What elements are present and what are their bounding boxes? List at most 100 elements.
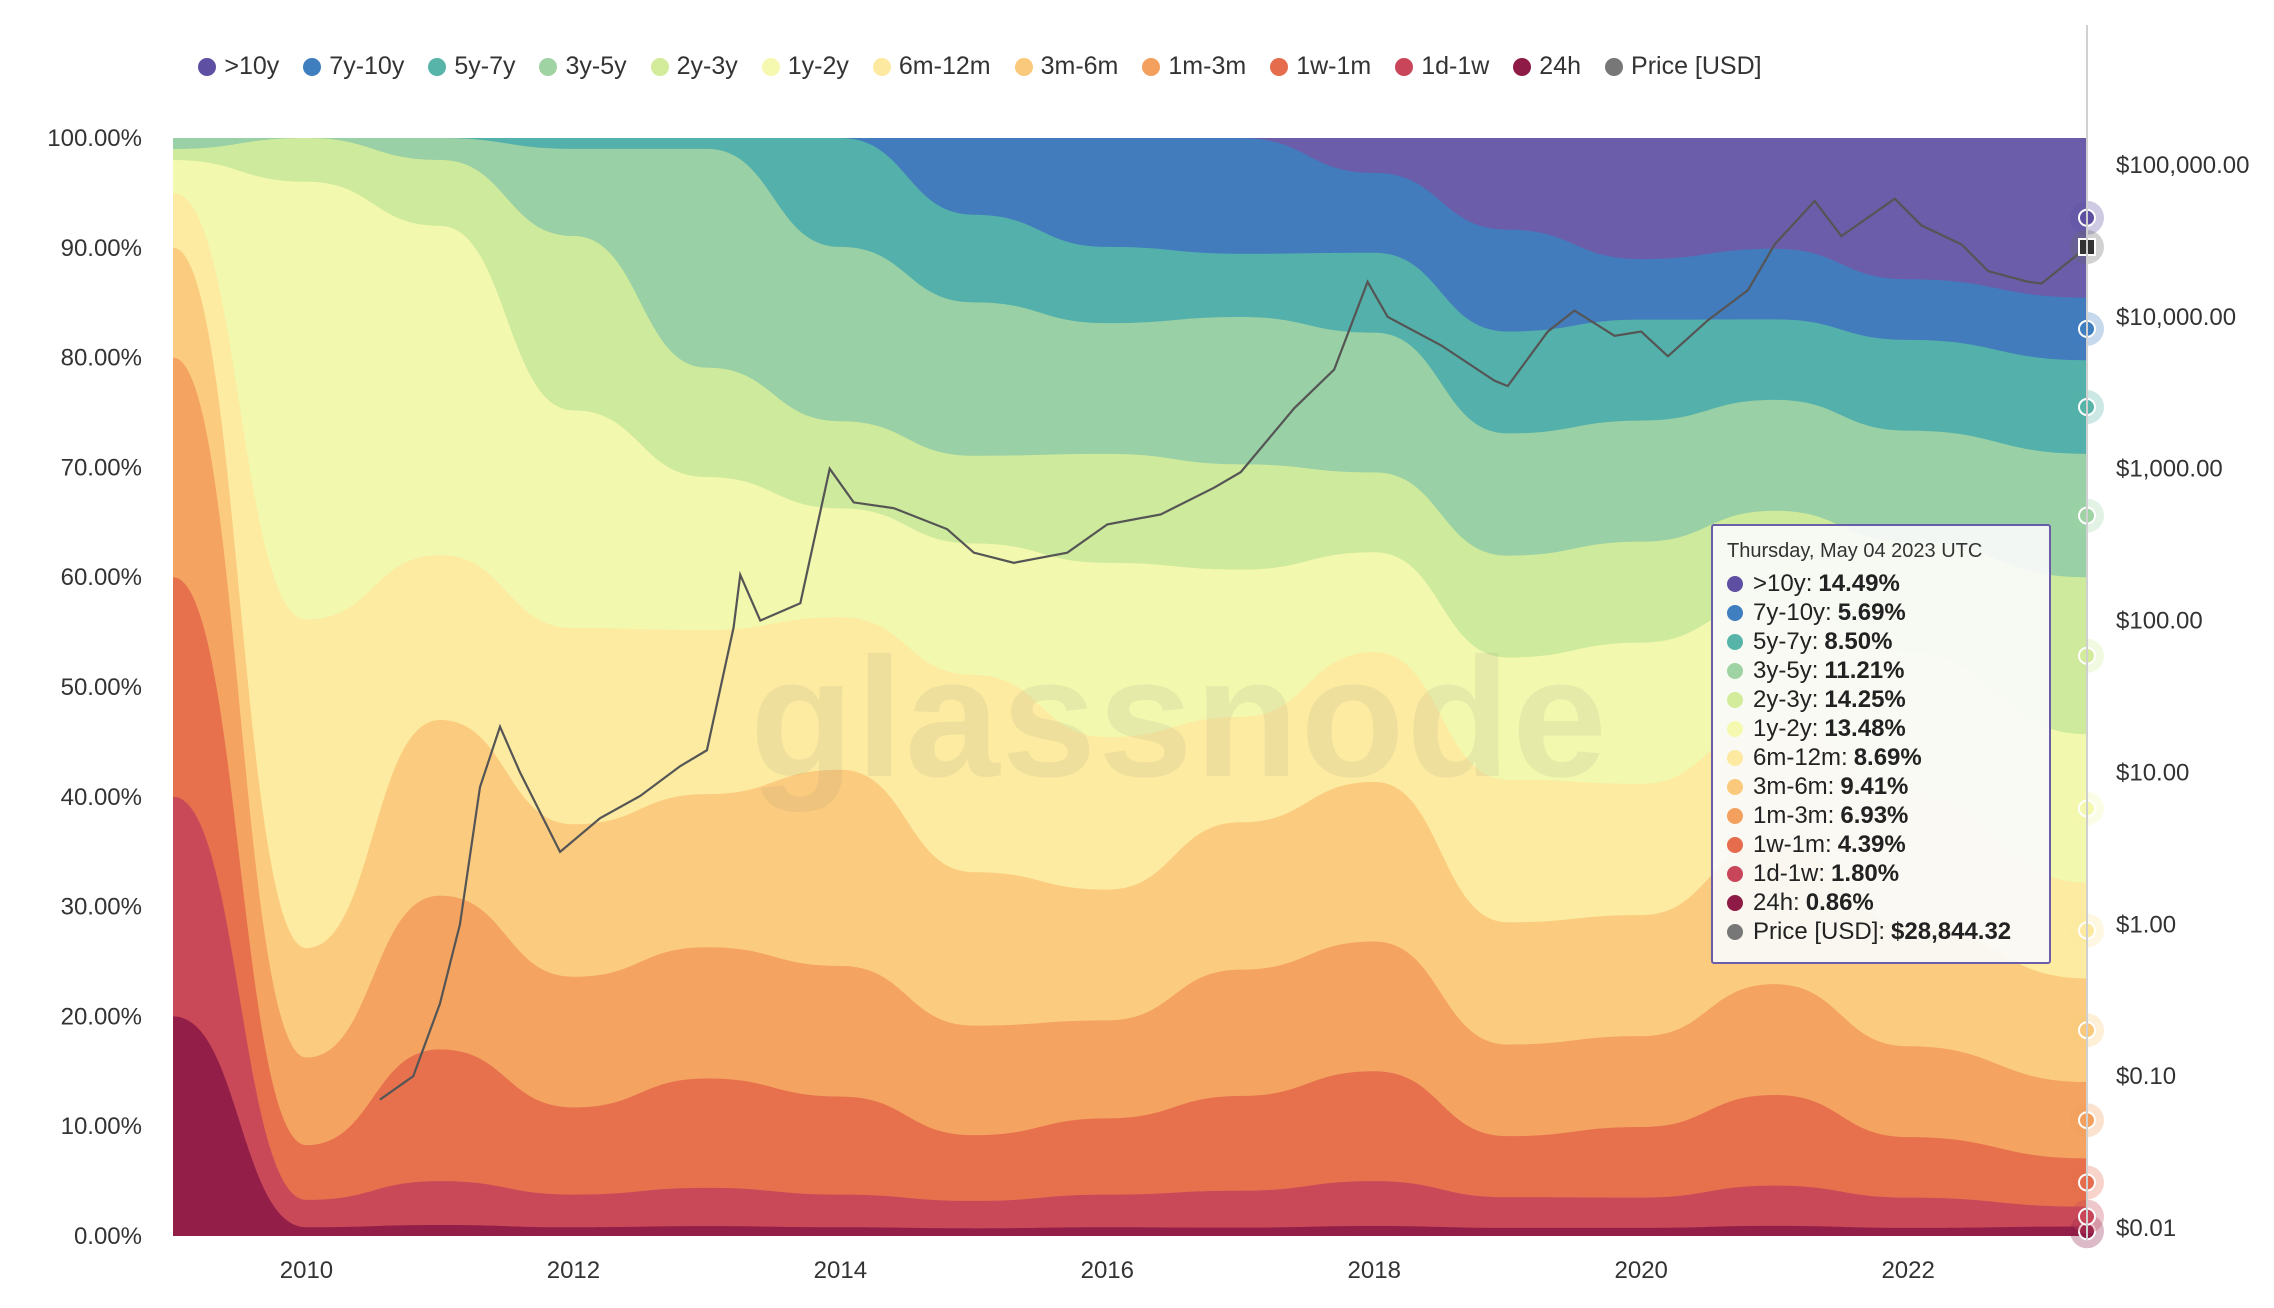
tooltip-label: 1m-3m: — [1753, 801, 1835, 829]
y-tick-label: 20.00% — [61, 1003, 142, 1030]
legend-label: 1y-2y — [787, 52, 849, 80]
tooltip-value: $28,844.32 — [1891, 917, 2012, 945]
legend-label: 6m-12m — [898, 52, 991, 80]
legend-item[interactable]: 1d-1w — [1395, 52, 1489, 81]
legend-item[interactable]: Price [USD] — [1605, 52, 1762, 81]
y-tick-label: 90.00% — [61, 235, 142, 262]
price-layer[interactable] — [379, 197, 2088, 1101]
tooltip-row: 24h: 0.86% — [1727, 888, 2035, 917]
legend-item[interactable]: 7y-10y — [303, 52, 404, 81]
y-tick-label: 70.00% — [61, 454, 142, 481]
legend-label: 7y-10y — [329, 52, 405, 80]
legend-swatch-icon — [539, 57, 558, 76]
x-tick-label: 2010 — [280, 1257, 333, 1284]
legend-label: Price [USD] — [1631, 52, 1762, 80]
y2-tick-label: $10.00 — [2116, 759, 2189, 786]
tooltip-label: 2y-3y: — [1753, 685, 1819, 713]
legend-label: 2y-3y — [676, 52, 738, 80]
y2-tick-label: $10,000.00 — [2116, 304, 2236, 331]
y-tick-label: 0.00% — [74, 1223, 142, 1250]
y-tick-label: 50.00% — [61, 674, 142, 701]
y-axis-left: 0.00% 10.00% 20.00% 30.00% 40.00% 50.00% 60.00… — [47, 125, 142, 1250]
tooltip-value: 8.69% — [1853, 743, 1922, 771]
area-1m-3m[interactable] — [173, 357, 2087, 1237]
tooltip-row: 1y-2y: 13.48% — [1727, 714, 2035, 743]
tooltip-row: 1w-1m: 4.39% — [1727, 830, 2035, 859]
tooltip-value: 0.86% — [1805, 888, 1874, 916]
legend-label: 3m-6m — [1040, 52, 1119, 80]
tooltip-value: 8.50% — [1824, 627, 1893, 655]
tooltip-value: 14.25% — [1824, 685, 1906, 713]
legend-label: 1w-1m — [1296, 52, 1372, 80]
price-line[interactable] — [379, 197, 2088, 1101]
legend-swatch-icon — [428, 57, 447, 76]
area-1w-1m[interactable] — [173, 577, 2087, 1236]
tooltip-label: 1y-2y: — [1753, 714, 1819, 742]
y2-tick-label: $100.00 — [2116, 608, 2203, 635]
stacked-areas[interactable] — [173, 138, 2087, 1237]
legend-item[interactable]: >10y — [198, 52, 279, 81]
y-tick-label: 100.00% — [47, 125, 142, 152]
tooltip-date: Thursday, May 04 2023 UTC — [1727, 540, 1983, 562]
legend-swatch-icon — [1014, 57, 1033, 76]
tooltip-label: 6m-12m: — [1753, 743, 1848, 771]
tooltip-row: 1m-3m: 6.93% — [1727, 801, 2035, 830]
y2-tick-label: $0.01 — [2116, 1215, 2176, 1242]
legend-item[interactable]: 1w-1m — [1270, 52, 1371, 81]
legend-label: >10y — [224, 52, 280, 80]
tooltip-value: 4.39% — [1837, 830, 1906, 858]
tooltip-row: >10y: 14.49% — [1727, 569, 2035, 598]
tooltip-label: 3y-5y: — [1753, 656, 1819, 684]
tooltip-row: 6m-12m: 8.69% — [1727, 743, 2035, 772]
tooltip-label: Price [USD]: — [1753, 917, 1886, 945]
y-axis-right: $0.01 $0.10 $1.00 $10.00 $100.00 $1,000.00 $10… — [2116, 152, 2249, 1242]
legend-label: 3y-5y — [565, 52, 627, 80]
legend-item[interactable]: 1m-3m — [1142, 52, 1246, 81]
tooltip-swatch-icon — [1727, 865, 1743, 882]
tooltip-value: 11.21% — [1824, 656, 1905, 684]
legend-label: 1m-3m — [1168, 52, 1247, 80]
x-tick-label: 2020 — [1615, 1257, 1668, 1284]
legend-item[interactable]: 5y-7y — [428, 52, 515, 81]
tooltip-swatch-icon — [1727, 720, 1743, 737]
x-axis: 2010 2012 2014 2016 2018 2020 2022 — [280, 1257, 1935, 1284]
tooltip-value: 6.93% — [1840, 801, 1909, 829]
y-tick-label: 30.00% — [61, 894, 142, 921]
y2-tick-label: $0.10 — [2116, 1063, 2176, 1090]
tooltip-swatch-icon — [1727, 807, 1743, 824]
y-tick-label: 10.00% — [61, 1113, 142, 1140]
tooltip-row: 7y-10y: 5.69% — [1727, 598, 2035, 627]
tooltip-label: 1d-1w: — [1753, 859, 1826, 887]
y-tick-label: 40.00% — [61, 784, 142, 811]
legend-item[interactable]: 6m-12m — [872, 52, 991, 81]
legend-swatch-icon — [650, 57, 669, 76]
x-tick-label: 2016 — [1081, 1257, 1134, 1284]
legend-swatch-icon — [303, 57, 322, 76]
tooltip-value: 5.69% — [1837, 598, 1906, 626]
tooltip-row: 2y-3y: 14.25% — [1727, 685, 2035, 714]
legend-label: 1d-1w — [1421, 52, 1490, 80]
legend-swatch-icon — [1605, 57, 1624, 76]
tooltip-row: 5y-7y: 8.50% — [1727, 627, 2035, 656]
y-tick-label: 60.00% — [61, 564, 142, 591]
legend-item[interactable]: 1y-2y — [761, 52, 849, 81]
tooltip-swatch-icon — [1727, 633, 1743, 650]
tooltip-value: 9.41% — [1840, 772, 1909, 800]
legend-label: 24h — [1539, 52, 1582, 80]
legend-label: 5y-7y — [454, 52, 516, 80]
tooltip-row: 1d-1w: 1.80% — [1727, 859, 2035, 888]
legend-item[interactable]: 2y-3y — [650, 52, 738, 81]
tooltip-swatch-icon — [1727, 604, 1743, 621]
y2-tick-label: $1.00 — [2116, 911, 2176, 938]
legend-swatch-icon — [872, 57, 891, 76]
tooltip-row: 3m-6m: 9.41% — [1727, 772, 2035, 801]
x-tick-label: 2012 — [547, 1257, 600, 1284]
tooltip-swatch-icon — [1727, 778, 1743, 795]
legend-item[interactable]: 3y-5y — [539, 52, 627, 81]
legend-item[interactable]: 24h — [1513, 52, 1581, 81]
legend-swatch-icon — [1395, 57, 1414, 76]
tooltip-swatch-icon — [1727, 749, 1743, 766]
y-tick-label: 80.00% — [61, 345, 142, 372]
legend-item[interactable]: 3m-6m — [1014, 52, 1119, 81]
tooltip-value: 14.49% — [1818, 569, 1900, 597]
